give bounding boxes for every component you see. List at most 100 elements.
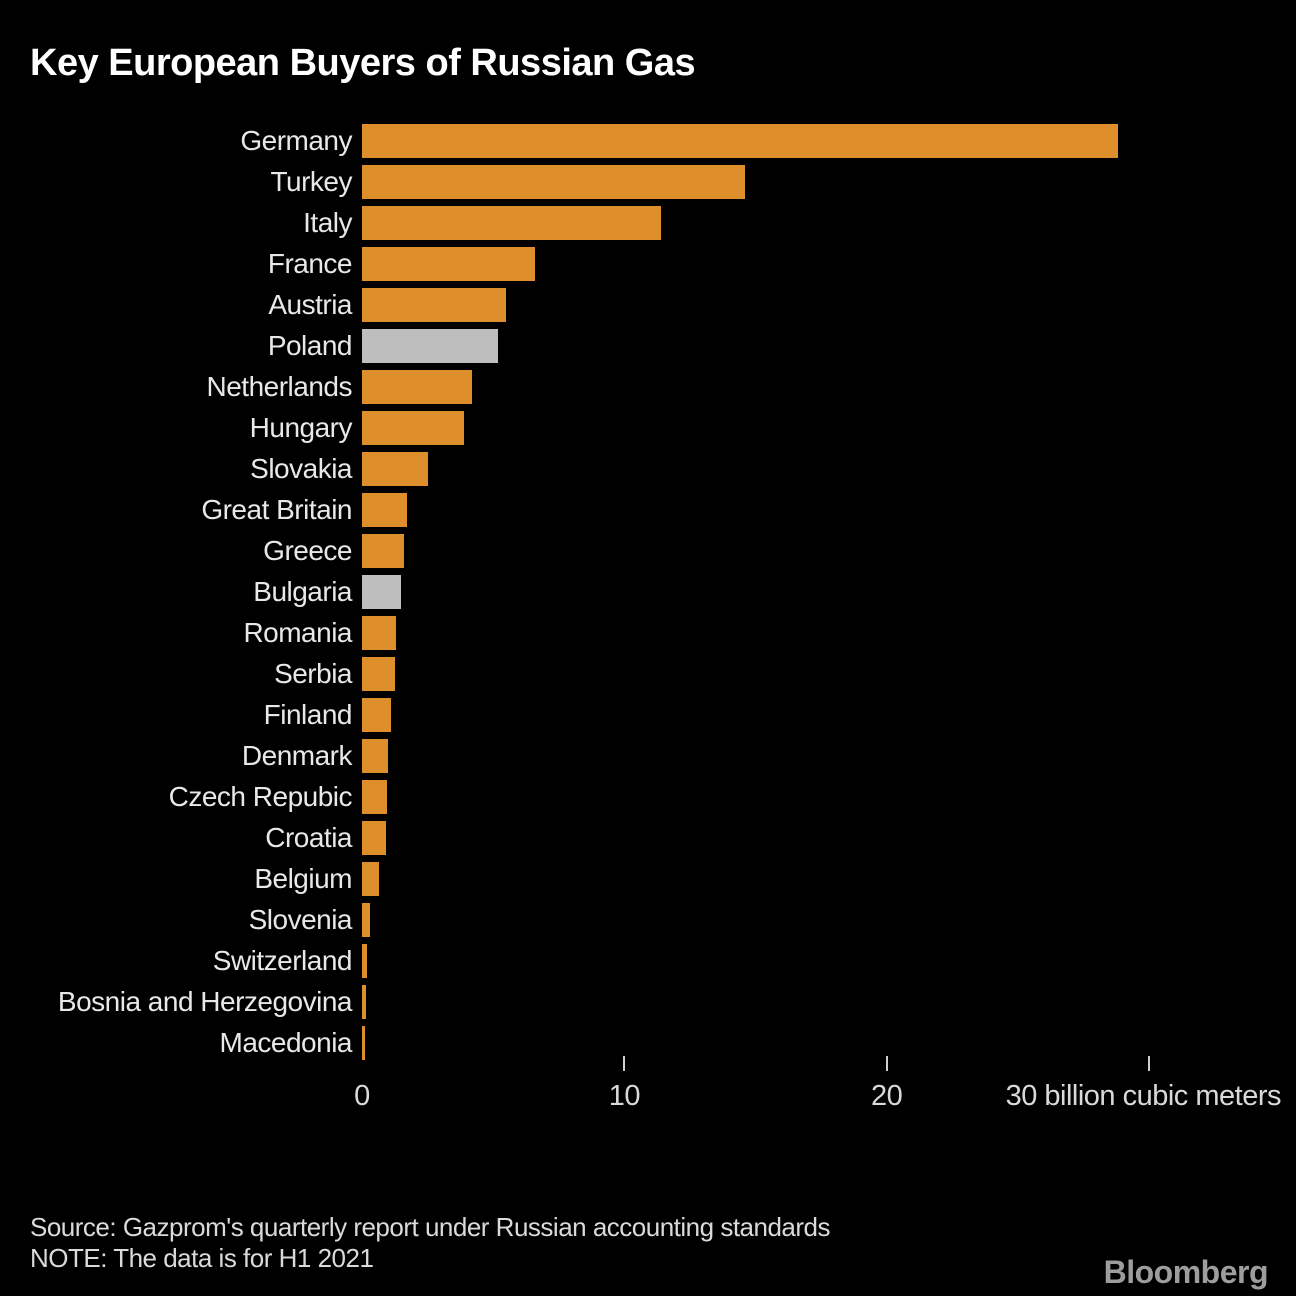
bar-track (362, 328, 1296, 363)
bar (362, 861, 380, 896)
bar-label: Bulgaria (253, 575, 352, 607)
bar-row: Slovakia (30, 448, 1296, 489)
bar-row: Turkey (30, 161, 1296, 202)
bar (362, 1025, 365, 1060)
bar-label: Czech Repubic (168, 780, 353, 812)
bar-row: Greece (30, 530, 1296, 571)
bar-row: Czech Repubic (30, 776, 1296, 817)
axis-tick-label: 0 (354, 1080, 370, 1112)
source-text: Source: Gazprom's quarterly report under… (30, 1212, 831, 1242)
bar (362, 369, 473, 404)
bar (362, 410, 465, 445)
bar-track (362, 984, 1296, 1019)
bar-track (362, 697, 1296, 732)
axis-tick-label: 10 (608, 1080, 641, 1112)
bar-track (362, 451, 1296, 486)
bar-label: Denmark (241, 739, 353, 771)
bar-label: Hungary (249, 411, 353, 443)
bar-label: Croatia (265, 821, 352, 853)
bar-label: Germany (240, 124, 352, 156)
footnotes: Source: Gazprom's quarterly report under… (30, 1212, 831, 1274)
bar-track (362, 902, 1296, 937)
bar-label: Slovakia (250, 452, 352, 484)
bar (362, 779, 387, 814)
bar (362, 902, 370, 937)
bar-row: Slovenia (30, 899, 1296, 940)
axis-tick-label: 20 (871, 1080, 903, 1112)
page-title: Key European Buyers of Russian Gas (30, 42, 696, 84)
bar-row: Bosnia and Herzegovina (30, 981, 1296, 1022)
bar-row: France (30, 243, 1296, 284)
bloomberg-logo: Bloomberg (1103, 1254, 1269, 1290)
bar (362, 697, 391, 732)
bar-label: Finland (263, 698, 353, 730)
bar-track (362, 492, 1296, 527)
bar-track (362, 861, 1296, 896)
bar (362, 820, 386, 855)
bar-row: Denmark (30, 735, 1296, 776)
axis-tick (623, 1056, 626, 1071)
bar-label: Serbia (274, 657, 352, 689)
bar (362, 656, 395, 691)
bar (362, 984, 366, 1019)
bar-track (362, 779, 1296, 814)
bar-track (362, 656, 1296, 691)
bar-track (362, 820, 1296, 855)
bar (362, 492, 407, 527)
bar-row: Belgium (30, 858, 1296, 899)
bar-row: Great Britain (30, 489, 1296, 530)
bar (362, 164, 745, 199)
bar-row: Serbia (30, 653, 1296, 694)
bar (362, 123, 1118, 158)
bar-track (362, 1025, 1296, 1060)
bar-track (362, 164, 1296, 199)
bar-row: Bulgaria (30, 571, 1296, 612)
note-text: NOTE: The data is for H1 2021 (30, 1243, 374, 1273)
bar-track (362, 246, 1296, 281)
bar-row: Switzerland (30, 940, 1296, 981)
bar-label: Belgium (254, 862, 352, 894)
bar (362, 738, 389, 773)
bar-label: Turkey (270, 165, 352, 197)
bar-label: Switzerland (212, 944, 353, 976)
bar-row: Austria (30, 284, 1296, 325)
bar-track (362, 369, 1296, 404)
bar-label: Bosnia and Herzegovina (57, 985, 353, 1017)
bar-track (362, 533, 1296, 568)
bar-row: Italy (30, 202, 1296, 243)
bar (362, 205, 662, 240)
bar (362, 943, 368, 978)
bar-track (362, 123, 1296, 158)
bar (362, 615, 397, 650)
bar-track (362, 205, 1296, 240)
bar-track (362, 287, 1296, 322)
axis-unit-label: 30 billion cubic meters (1005, 1080, 1282, 1112)
bar-row: Hungary (30, 407, 1296, 448)
bar (362, 246, 536, 281)
bar-label: Romania (243, 616, 352, 648)
bar (362, 574, 402, 609)
bar-track (362, 943, 1296, 978)
bar-row: Finland (30, 694, 1296, 735)
bar-track (362, 410, 1296, 445)
axis-tick (1148, 1056, 1150, 1071)
bar-label: Poland (267, 329, 353, 361)
bar-label: Macedonia (219, 1026, 353, 1058)
chart-rows: Germany Turkey Italy France Austria Poland Net… (30, 120, 1296, 1063)
bar-track (362, 574, 1296, 609)
bar-row: Netherlands (30, 366, 1296, 407)
bar (362, 287, 507, 322)
bar-track (362, 738, 1296, 773)
bar (362, 451, 428, 486)
bar-label: Austria (268, 288, 352, 320)
bar-label: Netherlands (206, 370, 353, 402)
bar-label: Great Britain (201, 493, 352, 525)
bar (362, 328, 499, 363)
bar-row: Germany (30, 120, 1296, 161)
bar-track (362, 615, 1296, 650)
bar-row: Romania (30, 612, 1296, 653)
axis-tick (885, 1056, 888, 1071)
bar-row: Poland (30, 325, 1296, 366)
bar-row: Macedonia (30, 1022, 1296, 1063)
bar-label: Italy (303, 206, 352, 238)
